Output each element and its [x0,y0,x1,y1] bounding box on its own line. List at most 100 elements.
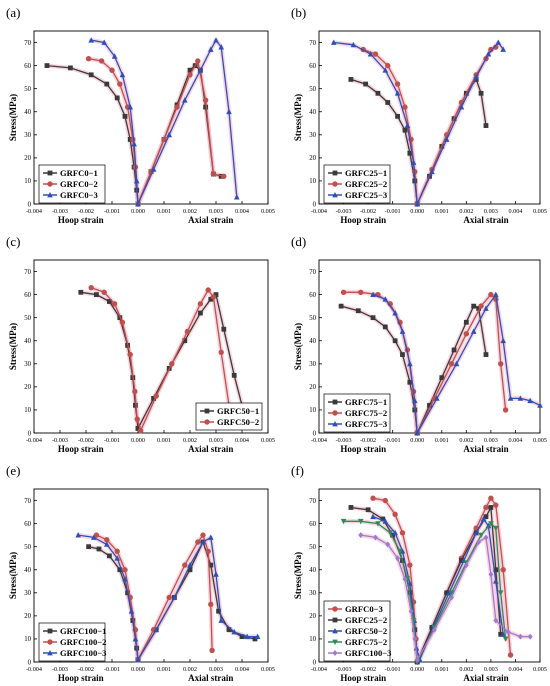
data-point [397,548,403,555]
chart-panel-d: -0.004 -0.003 -0.002 -0.001 0.000 0.001 0.002 0… [291,234,547,454]
data-point [85,55,92,62]
series-halo [135,535,260,662]
data-point [493,525,499,532]
x-tick-label: -0.002 [78,208,94,215]
y-tick-label: 70 [24,498,31,505]
data-point [104,541,110,547]
x-tick-label: 0.005 [533,208,547,215]
data-point [210,294,217,300]
series-halo [135,37,240,207]
data-point [88,284,94,291]
data-point [414,201,421,207]
data-point [449,594,454,601]
data-point [221,173,227,180]
data-point [202,97,209,103]
data-point [448,590,455,596]
data-point [187,72,193,78]
data-point [500,567,506,573]
data-point [78,289,84,295]
data-point [208,46,214,52]
data-point [358,289,364,295]
data-point [392,529,398,536]
legend-entry: GRFC75−2 [345,637,387,647]
data-point [498,361,504,367]
data-point [218,44,224,50]
legend-entry: GRFC0−3 [60,190,98,200]
data-point [476,539,482,546]
data-point [471,303,477,309]
y-tick-label: 20 [24,155,31,162]
data-point [208,296,214,302]
x-tick-label: -0.001 [385,666,401,673]
x-tick-label: 0.001 [157,437,171,444]
x-axis-label-hoop: Hoop strain [340,673,386,683]
data-point [355,308,361,314]
legend-marker [332,639,338,645]
x-tick-label: -0.003 [52,208,68,215]
data-point [407,150,413,156]
data-point [470,328,477,334]
y-tick-label: 30 [24,132,31,139]
x-tick-label: -0.001 [104,208,120,215]
series-halo [88,285,143,433]
x-tick-label: -0.003 [52,666,68,673]
data-point [488,571,494,578]
y-tick-label: 0 [313,430,317,437]
data-point [98,58,105,64]
data-point [444,590,450,596]
data-point [488,521,494,527]
data-point [375,521,381,527]
y-tick-label: 50 [24,86,31,93]
y-tick-label: 30 [309,132,316,139]
x-tick-label: 0.003 [484,437,498,444]
data-point [68,65,73,71]
data-point [412,635,418,642]
data-point [133,177,140,184]
data-point [414,430,421,436]
x-tick-label: -0.001 [385,437,401,444]
x-tick-label: 0.004 [235,666,249,673]
legend-marker [332,421,338,427]
chart-panel-c: -0.004 -0.003 -0.002 -0.001 0.000 0.001 0.002 0… [6,234,275,454]
data-point [400,352,405,357]
y-tick-label: 10 [309,636,316,643]
data-point [107,299,112,304]
data-point [443,136,450,142]
x-tick-label: 0.002 [183,437,197,444]
data-point [182,97,188,103]
chart-panel-a: -0.004 -0.003 -0.002 -0.001 0.000 0.001 0.002 0… [6,5,275,225]
x-tick-label: 0.001 [435,666,449,673]
data-point [197,67,204,73]
series-halo [414,40,506,207]
chart-panel-b: -0.004 -0.003 -0.002 -0.001 0.000 0.001 0.002 0… [291,5,547,225]
y-tick-label: 20 [309,155,316,162]
data-point [370,513,376,520]
data-point [385,62,391,69]
plot-frame [318,488,541,663]
y-tick-label: 0 [28,659,32,666]
series-line-hoop [80,291,139,429]
data-point [200,539,206,545]
data-point [218,617,224,623]
panel-label: (d) [291,234,306,249]
data-point [234,194,240,200]
data-point [169,361,175,367]
legend-entry: GRFC100−1 [60,626,106,636]
data-point [382,296,389,302]
x-tick-label: -0.003 [336,437,352,444]
y-tick-label: 40 [24,338,31,345]
legend-marker [47,170,53,176]
legend-entry: GRFC0−3 [345,604,383,614]
y-tick-label: 70 [309,40,316,47]
y-tick-label: 40 [24,109,31,116]
data-point [382,497,388,504]
x-tick-label: -0.002 [78,437,94,444]
x-tick-label: 0.004 [235,208,249,215]
data-point [488,46,494,53]
data-point [399,548,406,554]
legend-entry: GRFC50−1 [217,406,259,416]
y-tick-label: 10 [309,407,316,414]
